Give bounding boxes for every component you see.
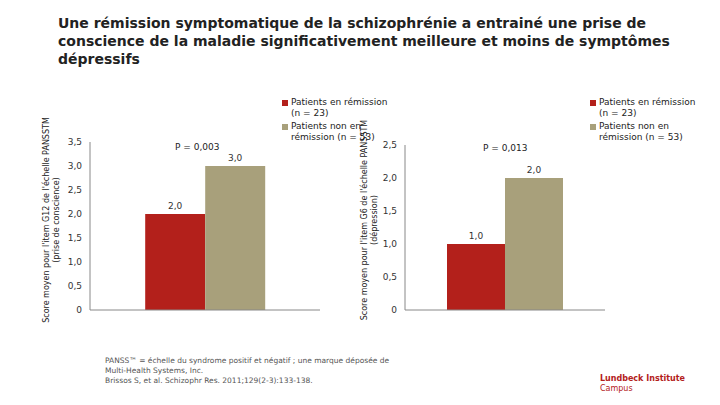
html-text:Score moyen pour l'item G6 de: Score moyen pour l'item G6 de l'échelle … xyxy=(360,119,379,321)
svg-text:3,0: 3,0 xyxy=(68,161,83,171)
html-text:PANSS™ = échelle du syndrome p: PANSS™ = échelle du syndrome positif et … xyxy=(105,356,390,375)
svg-text:2,5: 2,5 xyxy=(68,185,82,195)
svg-text:1,0: 1,0 xyxy=(469,231,484,241)
html-text:P = 0,003: P = 0,003 xyxy=(175,142,220,152)
svg-text:1,5: 1,5 xyxy=(383,206,397,216)
svg-text:0: 0 xyxy=(391,305,397,315)
svg-text:2,0: 2,0 xyxy=(168,201,183,211)
html-text:Une rémission symptomatique de: Une rémission symptomatique de la schizo… xyxy=(58,15,670,67)
html-text:Patients non en rémission (n =: Patients non en rémission (n = 53) xyxy=(599,121,683,142)
svg-text:3,0: 3,0 xyxy=(228,153,243,163)
html-text:Brissos S, et al. Schizophr Re: Brissos S, et al. Schizophr Res. 2011;12… xyxy=(105,376,313,385)
svg-text:1,5: 1,5 xyxy=(68,233,82,243)
svg-text:0: 0 xyxy=(76,305,82,315)
svg-text:1,0: 1,0 xyxy=(68,257,83,267)
html-text:Patients en rémission (n = 23): Patients en rémission (n = 23) xyxy=(599,97,696,118)
svg-text:2,0: 2,0 xyxy=(527,165,542,175)
html-text:Score moyen pour l'item G12 de: Score moyen pour l'item G12 de l'échelle… xyxy=(42,117,61,323)
svg-text:0,5: 0,5 xyxy=(383,272,397,282)
svg-text:2,0: 2,0 xyxy=(68,209,83,219)
svg-text:2,5: 2,5 xyxy=(383,140,397,150)
svg-text:1,0: 1,0 xyxy=(383,239,398,249)
html-text:Patients en rémission (n = 23): Patients en rémission (n = 23) xyxy=(291,97,388,118)
html-text:Patients non en rémission (n =: Patients non en rémission (n = 53) xyxy=(291,121,375,142)
html-text:P = 0,013: P = 0,013 xyxy=(483,143,528,153)
html-text:Lundbeck Institute: Lundbeck Institute xyxy=(600,374,685,383)
html-text:Campus: Campus xyxy=(600,384,633,393)
svg-text:3,5: 3,5 xyxy=(68,137,82,147)
svg-text:2,0: 2,0 xyxy=(383,173,398,183)
svg-text:0,5: 0,5 xyxy=(68,281,82,291)
